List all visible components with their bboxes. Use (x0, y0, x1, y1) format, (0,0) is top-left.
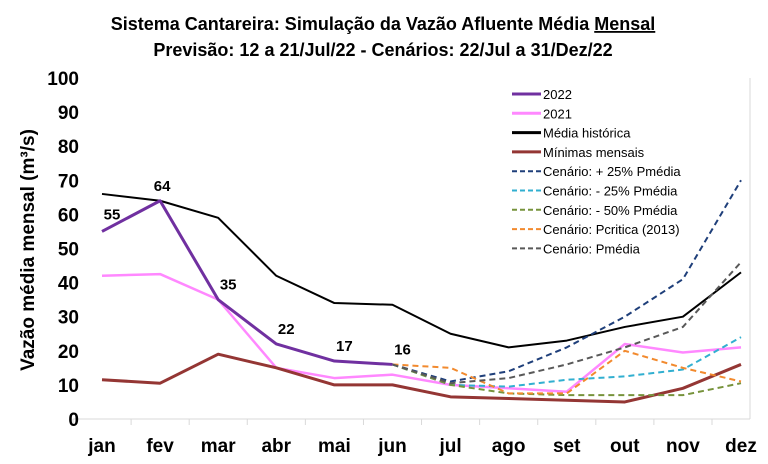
legend-label: Cenário: + 25% Pmédia (543, 164, 681, 179)
legend-label: Cenário: - 25% Pmédia (543, 184, 678, 199)
series-line-8 (392, 261, 742, 385)
legend-label: Cenário: Pcritica (2013) (543, 222, 680, 237)
series-line-3 (101, 352, 742, 404)
legend-label: 2021 (543, 106, 572, 121)
y-tick-label: 40 (58, 274, 79, 295)
x-tick-label: mar (201, 436, 236, 457)
legend-label: Cenário: Pmédia (543, 241, 641, 256)
series-line-6 (392, 363, 742, 397)
chart-title: Sistema Cantareira: Simulação da Vazão A… (111, 14, 656, 34)
data-label: 35 (220, 277, 237, 294)
y-tick-label: 20 (58, 342, 79, 363)
x-tick-label: ago (492, 436, 526, 457)
y-tick-label: 30 (58, 308, 79, 329)
x-tick-label: abr (261, 436, 291, 457)
legend-label: Média histórica (543, 126, 631, 141)
legend-label: Cenário: - 50% Pmédia (543, 203, 678, 218)
y-tick-label: 60 (58, 205, 79, 226)
x-tick-label: out (610, 436, 640, 457)
data-label: 22 (278, 321, 295, 338)
series-line-2 (101, 192, 742, 349)
y-axis-label: Vazão média mensal (m³/s) (18, 129, 39, 371)
series-line-4 (392, 179, 742, 383)
legend-label: 2022 (543, 87, 572, 102)
y-tick-label: 90 (58, 103, 79, 124)
data-label: 16 (394, 341, 411, 358)
x-tick-label: set (553, 436, 581, 457)
series-line-1 (101, 272, 742, 393)
y-tick-label: 80 (58, 137, 79, 158)
x-tick-label: fev (146, 436, 174, 457)
x-tick-label: jan (87, 436, 115, 457)
chart-subtitle: Previsão: 12 a 21/Jul/22 - Cenários: 22/… (153, 40, 612, 60)
legend-label: Mínimas mensais (543, 145, 645, 160)
y-tick-label: 70 (58, 171, 79, 192)
x-tick-label: dez (725, 436, 757, 457)
y-tick-label: 0 (68, 410, 79, 431)
x-tick-label: jun (377, 436, 407, 457)
x-tick-label: jul (438, 436, 461, 457)
series-line-0 (101, 199, 393, 366)
y-tick-label: 100 (47, 69, 79, 90)
series-line-7 (392, 349, 742, 395)
data-label: 55 (104, 206, 121, 223)
x-tick-label: nov (666, 436, 700, 457)
y-tick-label: 10 (58, 376, 79, 397)
y-tick-label: 50 (58, 240, 79, 261)
data-label: 17 (336, 338, 353, 355)
data-label: 64 (154, 178, 171, 195)
x-tick-label: mai (318, 436, 351, 457)
